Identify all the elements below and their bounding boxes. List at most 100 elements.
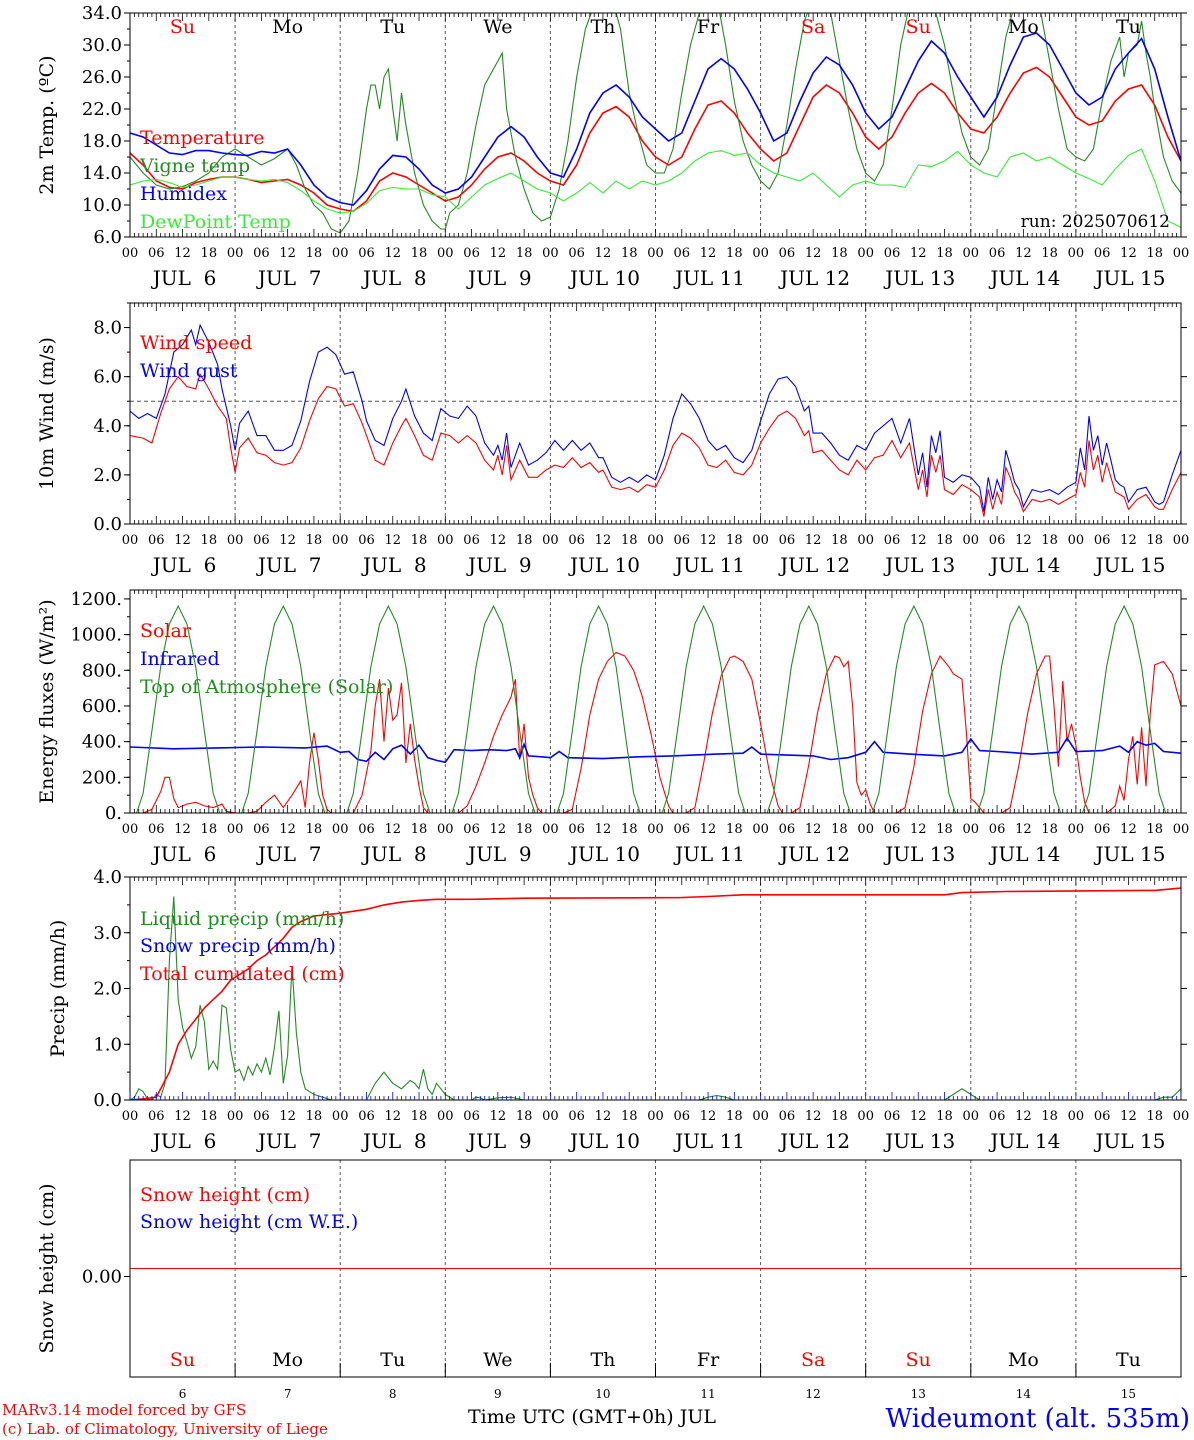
day-number: 12 [806,1387,821,1401]
date-label: JUL 15 [1093,842,1165,866]
legend-label: Infrared [140,648,220,670]
hour-tick-label: 06 [358,246,375,261]
date-label: JUL 11 [673,266,745,290]
hour-tick-label: 00 [1173,246,1190,261]
hour-tick-label: 00 [963,822,980,837]
legend-label: Liquid precip (mm/h) [140,908,344,930]
date-label: JUL 11 [673,842,745,866]
hour-tick-label: 06 [674,246,691,261]
hour-tick-label: 00 [752,533,769,548]
date-label: JUL 8 [361,266,427,290]
legend-label: Humidex [140,183,227,205]
y-tick-label: 18.0 [82,131,122,152]
hour-tick-label: 00 [437,533,454,548]
weekday-footer: Th [590,1349,615,1371]
hour-tick-label: 06 [674,822,691,837]
y-axis-label: 2m Temp. (ºC) [36,55,58,194]
hour-tick-label: 18 [936,533,953,548]
legend-label: DewPoint Temp [140,211,291,233]
hour-tick-label: 12 [490,1109,507,1124]
hour-tick-label: 00 [437,246,454,261]
hour-tick-label: 00 [1173,533,1190,548]
hour-tick-label: 12 [700,1109,717,1124]
hour-tick-label: 18 [1041,533,1058,548]
legend-label: Wind speed [140,332,252,354]
hour-tick-label: 18 [621,822,638,837]
hour-tick-label: 18 [831,1109,848,1124]
hour-tick-label: 06 [358,1109,375,1124]
date-label: JUL 7 [256,842,322,866]
date-label: JUL 14 [988,842,1060,866]
date-label: JUL 12 [778,842,850,866]
hour-tick-label: 00 [122,533,139,548]
hour-tick-label: 18 [831,246,848,261]
weekday-footer: Tu [380,1349,405,1371]
hour-tick-label: 12 [910,822,927,837]
date-label: JUL 14 [988,266,1060,290]
legend-label: Snow height (cm) [140,1184,310,1206]
hour-tick-label: 06 [253,822,270,837]
hour-tick-label: 06 [463,822,480,837]
y-tick-label: 0.00 [82,1267,122,1288]
hour-tick-label: 18 [516,1109,533,1124]
y-tick-label: 400. [82,732,122,753]
series-line-3 [130,32,1181,206]
hour-tick-label: 18 [306,246,323,261]
y-axis-label: 10m Wind (m/s) [36,337,58,490]
hour-tick-label: 12 [595,822,612,837]
hour-tick-label: 00 [227,246,244,261]
date-label: JUL 13 [883,1129,955,1153]
hour-tick-label: 12 [174,1109,191,1124]
weekday-header: Su [170,16,195,38]
legend-label: Top of Atmosphere (Solar) [140,676,393,698]
hour-tick-label: 18 [516,246,533,261]
date-label: JUL 10 [568,842,640,866]
hour-tick-label: 18 [936,822,953,837]
hour-tick-label: 18 [1146,533,1163,548]
date-label: JUL 6 [151,266,217,290]
y-tick-label: 0.0 [93,1090,122,1111]
legend-label: Snow height (cm W.E.) [140,1211,358,1233]
hour-tick-label: 00 [857,246,874,261]
day-number: 6 [179,1387,187,1401]
date-label: JUL 8 [361,1129,427,1153]
weekday-footer: Mo [1008,1349,1039,1371]
hour-tick-label: 06 [463,533,480,548]
hour-tick-label: 06 [989,1109,1006,1124]
date-label: JUL 13 [883,553,955,577]
panel-1: 6.0 10.0 14.0 18.0 22.0 26.0 30.0 34.0 2m Temp. … [36,3,1190,290]
hour-tick-label: 06 [463,246,480,261]
hour-tick-label: 06 [568,1109,585,1124]
series-line-1 [130,372,1181,517]
y-tick-label: 2.0 [93,465,122,486]
hour-tick-label: 12 [490,822,507,837]
weekday-header: Sa [801,16,825,38]
hour-tick-label: 18 [936,246,953,261]
plot-frame [129,589,1182,814]
time-axis-label: Time UTC (GMT+0h) JUL [468,1406,716,1428]
hour-tick-label: 18 [621,246,638,261]
hour-tick-label: 12 [595,246,612,261]
legend-label: Wind gust [140,360,238,382]
hour-tick-label: 12 [384,822,401,837]
hour-tick-label: 18 [936,1109,953,1124]
panel-5: 0.00 Snow height (cm) Snow height (cm) Snow… [36,1159,1187,1378]
hour-tick-label: 18 [726,822,743,837]
hour-tick-label: 06 [674,533,691,548]
weekday-header: Tu [380,16,405,38]
y-tick-label: 2.0 [93,979,122,1000]
hour-tick-label: 06 [1094,1109,1111,1124]
hour-tick-label: 00 [647,246,664,261]
y-tick-label: 14.0 [82,163,122,184]
hour-tick-label: 06 [358,533,375,548]
hour-tick-label: 06 [253,1109,270,1124]
day-number: 13 [911,1387,926,1401]
date-label: JUL 6 [151,553,217,577]
weekday-footer: Su [170,1349,195,1371]
day-number: 10 [595,1387,610,1401]
hour-tick-label: 18 [201,822,218,837]
run-label: run: 2025070612 [1021,212,1170,232]
hour-tick-label: 06 [148,246,165,261]
hour-tick-label: 00 [857,822,874,837]
hour-tick-label: 00 [647,533,664,548]
